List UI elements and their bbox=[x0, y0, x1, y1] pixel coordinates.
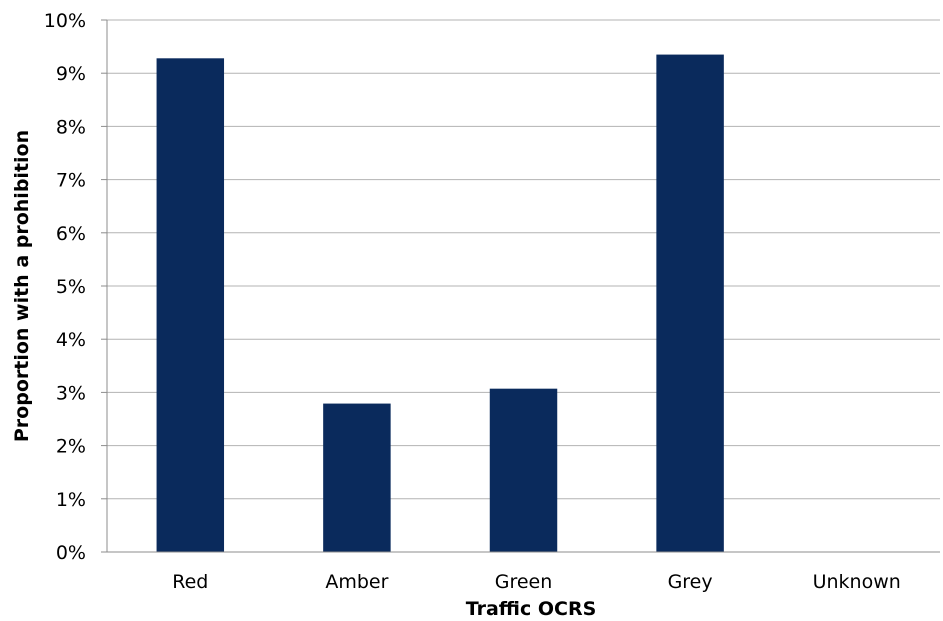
y-tick-label: 2% bbox=[56, 436, 86, 458]
x-tick-labels: Red Amber Green Grey Unknown bbox=[172, 571, 901, 593]
x-axis-title: Traffic OCRS bbox=[466, 598, 597, 620]
y-tick-label: 1% bbox=[56, 489, 86, 511]
bars bbox=[156, 54, 724, 552]
x-tick-label: Red bbox=[172, 571, 208, 593]
y-tick-label: 9% bbox=[56, 63, 86, 85]
y-tick-label: 6% bbox=[56, 223, 86, 245]
bar-red bbox=[156, 58, 225, 552]
x-tick-label: Grey bbox=[668, 571, 713, 593]
y-tick-label: 7% bbox=[56, 170, 86, 192]
y-tick-label: 3% bbox=[56, 382, 86, 404]
x-tick-label: Amber bbox=[325, 571, 388, 593]
bar-green bbox=[489, 388, 558, 552]
y-tick-label: 8% bbox=[56, 116, 86, 138]
bar-amber bbox=[323, 403, 391, 552]
y-tick-label: 5% bbox=[56, 276, 86, 298]
x-tick-label: Unknown bbox=[813, 571, 901, 593]
y-tick-label: 10% bbox=[44, 10, 86, 32]
x-tick-label: Green bbox=[495, 571, 553, 593]
y-tick-labels: 0% 1% 2% 3% 4% 5% 6% 7% 8% 9% 10% bbox=[44, 10, 107, 564]
y-axis-title: Proportion with a prohibition bbox=[11, 130, 33, 442]
y-tick-label: 4% bbox=[56, 329, 86, 351]
bar-grey bbox=[656, 54, 724, 552]
gridlines bbox=[107, 19, 940, 500]
y-tick-label: 0% bbox=[56, 542, 86, 564]
